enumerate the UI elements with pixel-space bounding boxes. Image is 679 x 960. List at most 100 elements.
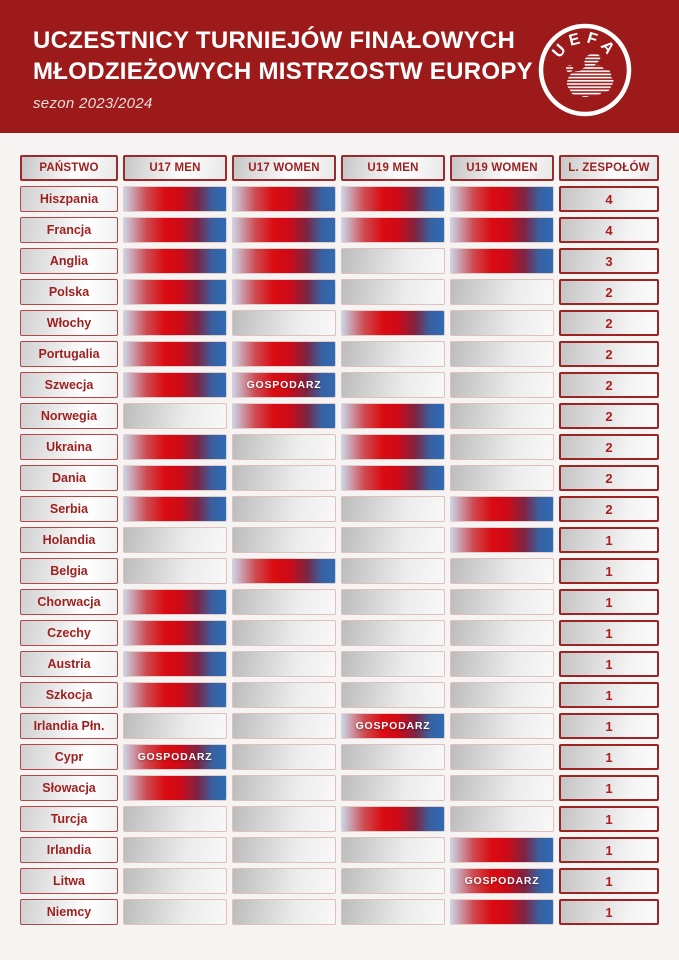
tournament-cell-u17_men [123,496,227,522]
tournament-cell-u17_women [232,868,336,894]
tournament-cell-u19_men [341,558,445,584]
total-cell: 1 [559,899,659,925]
tournament-cell-u17_men [123,899,227,925]
country-cell: Szwecja [20,372,118,398]
tournament-cell-u19_men: GOSPODARZ [341,713,445,739]
europe-map-icon [566,53,614,97]
total-cell: 1 [559,589,659,615]
tournament-cell-u19_women [450,310,554,336]
tournament-cell-u17_women [232,403,336,429]
tournament-cell-u17_men [123,310,227,336]
tournament-cell-u17_women [232,527,336,553]
tournament-cell-u19_men [341,341,445,367]
tournament-cell-u19_women [450,217,554,243]
tournament-cell-u17_women [232,496,336,522]
uefa-logo-icon: UEFA [538,23,632,117]
tournament-cell-u19_men [341,651,445,677]
country-cell: Szkocja [20,682,118,708]
tournament-cell-u17_men [123,775,227,801]
tournament-cell-u19_women [450,713,554,739]
column-header-1: U17 MEN [123,155,227,181]
tournament-cell-u17_women [232,806,336,832]
tournament-cell-u19_men [341,465,445,491]
tournament-cell-u19_men [341,217,445,243]
column-header-3: U19 MEN [341,155,445,181]
host-badge: GOSPODARZ [137,751,213,763]
total-cell: 1 [559,837,659,863]
tournament-cell-u17_women [232,682,336,708]
total-cell: 1 [559,744,659,770]
country-cell: Norwegia [20,403,118,429]
tournament-cell-u19_men [341,248,445,274]
tournament-cell-u17_men [123,372,227,398]
tournament-cell-u19_women: GOSPODARZ [450,868,554,894]
tournament-cell-u17_men [123,651,227,677]
total-cell: 1 [559,527,659,553]
country-cell: Irlandia Płn. [20,713,118,739]
total-cell: 2 [559,403,659,429]
tournament-cell-u17_women [232,279,336,305]
tournament-cell-u17_men [123,589,227,615]
tournament-cell-u19_women [450,248,554,274]
tournament-cell-u17_women [232,217,336,243]
tournament-cell-u17_men [123,837,227,863]
tournament-cell-u19_women [450,527,554,553]
country-cell: Portugalia [20,341,118,367]
tournament-cell-u19_men [341,620,445,646]
country-cell: Niemcy [20,899,118,925]
tournament-cell-u19_women [450,558,554,584]
tournament-cell-u17_women [232,899,336,925]
total-cell: 1 [559,775,659,801]
total-cell: 1 [559,682,659,708]
tournament-cell-u19_men [341,806,445,832]
tournament-cell-u19_women [450,496,554,522]
total-cell: 1 [559,558,659,584]
tournament-cell-u19_men [341,372,445,398]
tournament-cell-u19_women [450,744,554,770]
total-cell: 2 [559,434,659,460]
tournament-cell-u19_women [450,837,554,863]
country-cell: Litwa [20,868,118,894]
tournament-cell-u17_men [123,620,227,646]
host-badge: GOSPODARZ [355,720,431,732]
tournament-cell-u17_women [232,837,336,863]
tournament-cell-u17_men [123,558,227,584]
tournament-cell-u19_men [341,310,445,336]
tournament-cell-u17_men [123,465,227,491]
tournament-cell-u19_men [341,868,445,894]
column-header-5: L. ZESPOŁÓW [559,155,659,181]
tournament-cell-u19_women [450,465,554,491]
tournament-cell-u17_men [123,806,227,832]
total-cell: 4 [559,217,659,243]
season-subtitle: sezon 2023/2024 [33,95,153,112]
column-header-4: U19 WOMEN [450,155,554,181]
tournament-cell-u19_men [341,744,445,770]
tournament-cell-u17_women [232,589,336,615]
column-header-0: PAŃSTWO [20,155,118,181]
tournament-cell-u19_women [450,682,554,708]
tournament-cell-u19_men [341,527,445,553]
total-cell: 1 [559,713,659,739]
page-title-line1: UCZESTNICY TURNIEJÓW FINAŁOWYCH [33,27,516,54]
tournament-cell-u17_women [232,186,336,212]
tournament-cell-u19_men [341,279,445,305]
tournament-cell-u19_women [450,341,554,367]
total-cell: 2 [559,279,659,305]
tournament-cell-u17_men [123,217,227,243]
tournament-cell-u17_men [123,868,227,894]
total-cell: 2 [559,465,659,491]
total-cell: 3 [559,248,659,274]
country-cell: Turcja [20,806,118,832]
total-cell: 2 [559,341,659,367]
total-cell: 2 [559,372,659,398]
country-cell: Dania [20,465,118,491]
tournament-cell-u19_women [450,620,554,646]
country-cell: Chorwacja [20,589,118,615]
tournament-cell-u17_women [232,434,336,460]
country-cell: Czechy [20,620,118,646]
tournament-cell-u17_men [123,341,227,367]
tournament-cell-u19_women [450,651,554,677]
tournament-cell-u17_women [232,713,336,739]
tournament-cell-u17_women: GOSPODARZ [232,372,336,398]
tournament-cell-u17_women [232,620,336,646]
